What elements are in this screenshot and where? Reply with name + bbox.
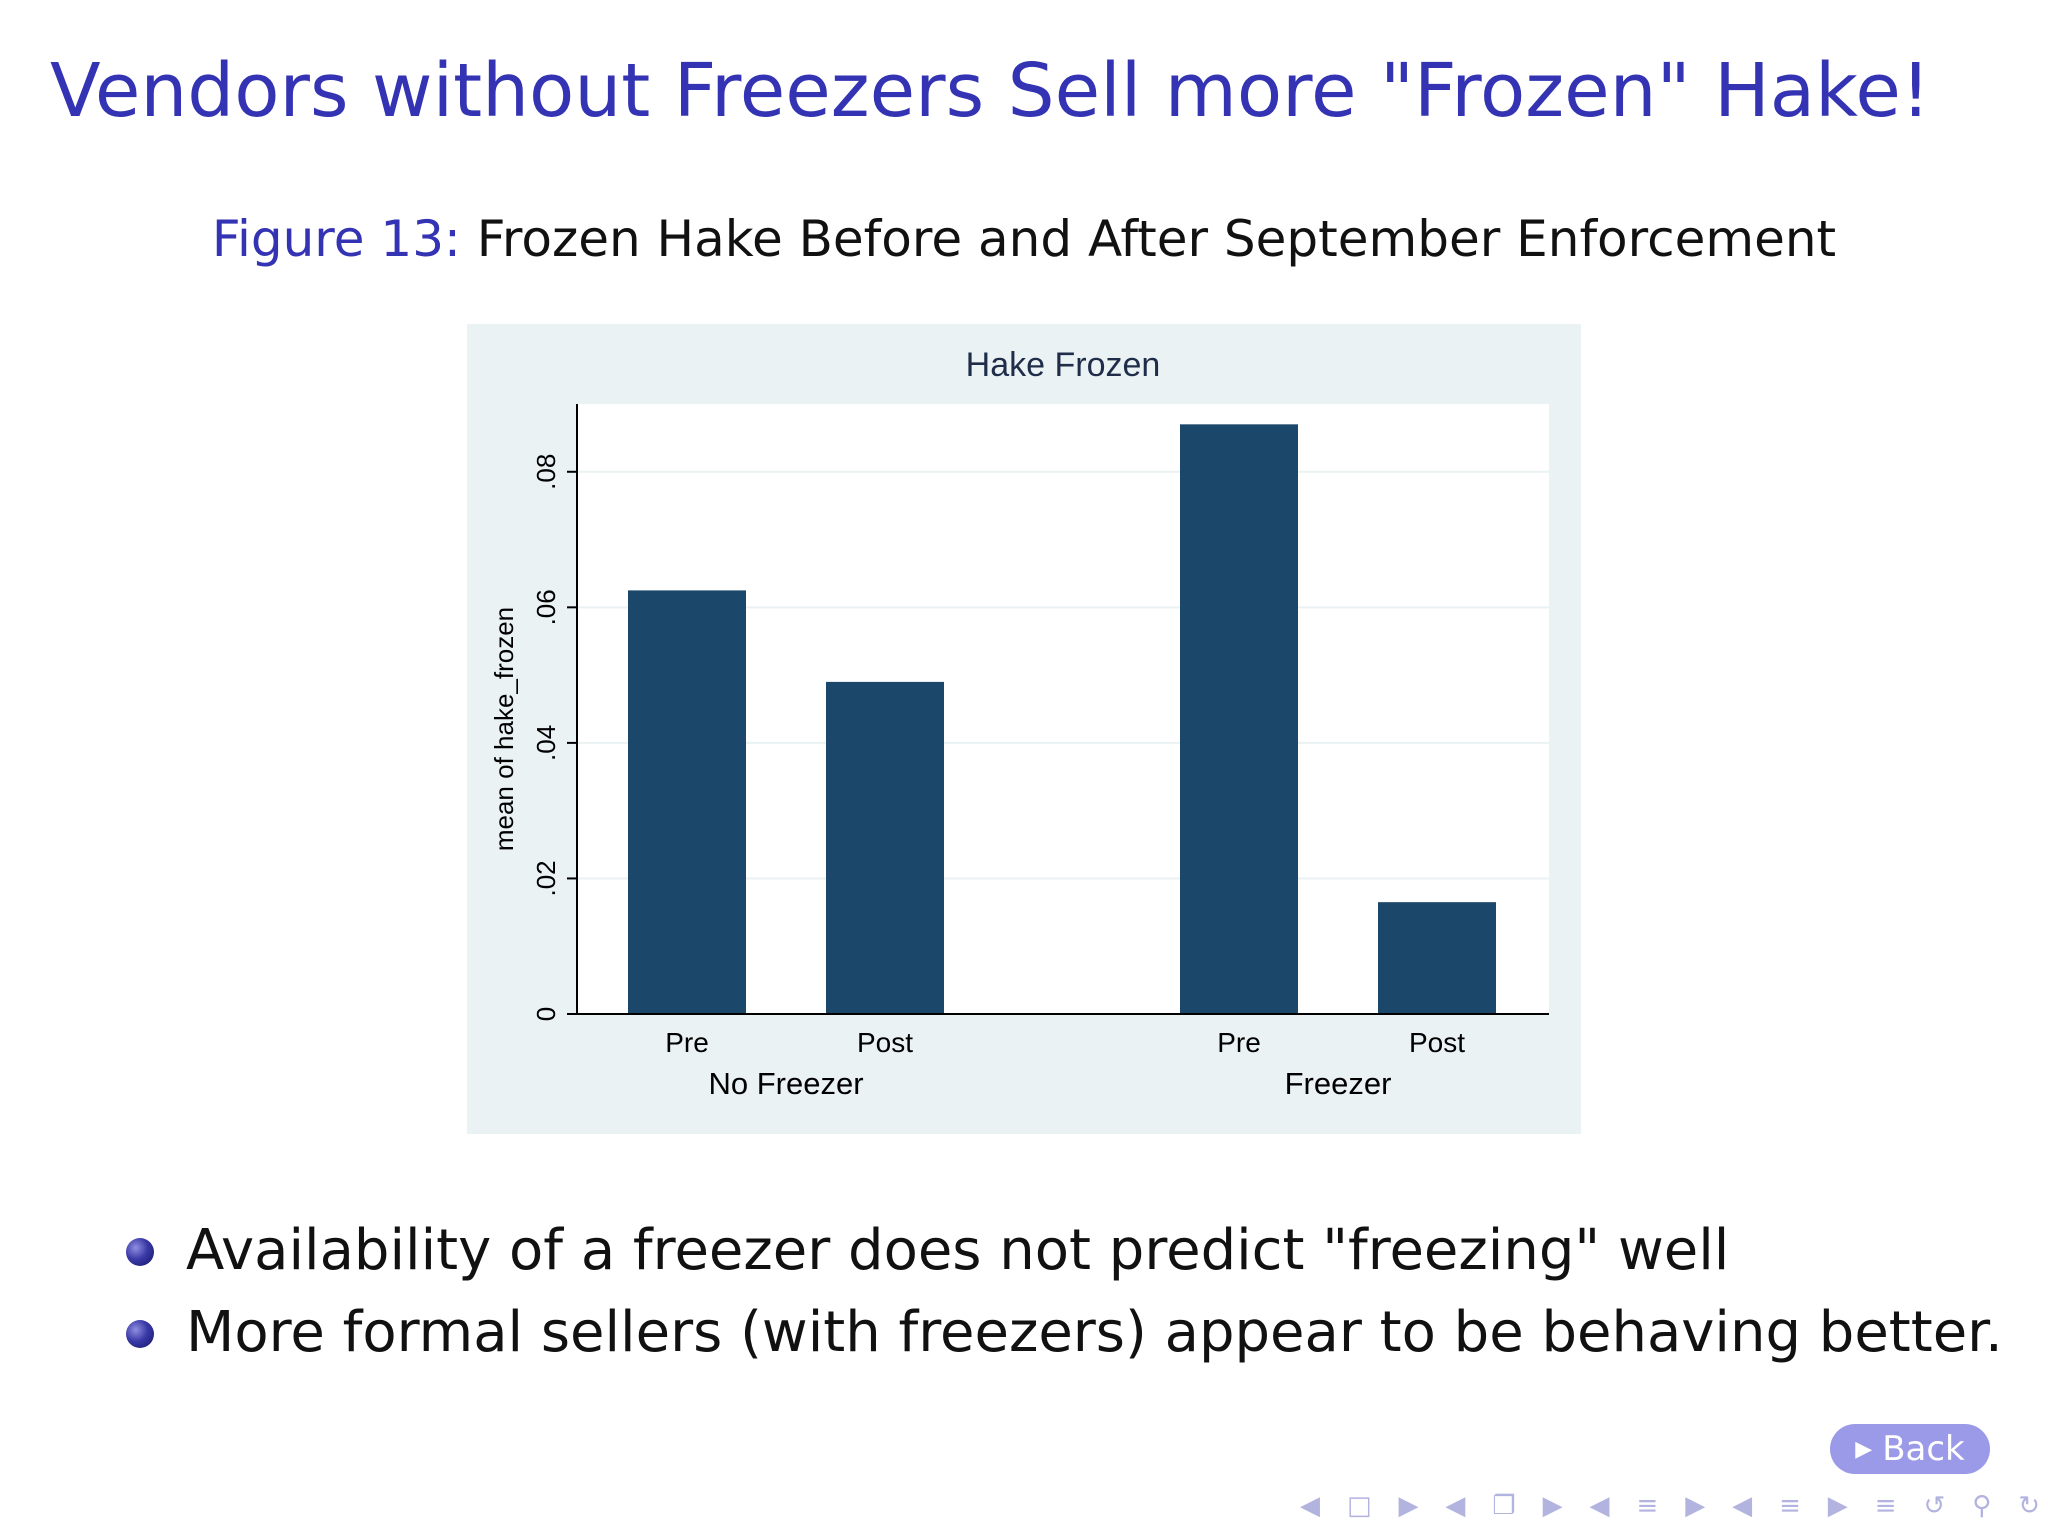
- subsection-icon[interactable]: ❐: [1492, 1491, 1516, 1521]
- y-tick-label: .04: [531, 725, 561, 761]
- bullet-item: Availability of a freezer does not predi…: [120, 1210, 2000, 1292]
- undo-icon[interactable]: ↺: [1923, 1491, 1946, 1521]
- y-tick-label: .08: [531, 454, 561, 490]
- bar: [628, 590, 746, 1014]
- x-tick-label: Pre: [1217, 1027, 1261, 1058]
- play-triangle-icon: ▶: [1855, 1437, 1873, 1462]
- arrow-left-icon[interactable]: ◀: [1300, 1491, 1320, 1521]
- group-label: No Freezer: [708, 1066, 863, 1101]
- arrow-left-icon[interactable]: ◀: [1445, 1491, 1466, 1521]
- x-tick-label: Pre: [665, 1027, 709, 1058]
- bar-chart: Hake Frozen 0 .02 .04 .06 .08 mean of hake_fro…: [489, 346, 1549, 1101]
- group-label: Freezer: [1285, 1066, 1392, 1101]
- x-tick-label: Post: [1409, 1027, 1465, 1058]
- y-tick-label: 0: [531, 1007, 561, 1021]
- arrow-right-icon[interactable]: ▶: [1827, 1491, 1848, 1521]
- figure-caption: Figure 13: Frozen Hake Before and After …: [0, 210, 2048, 268]
- bar: [1378, 902, 1496, 1014]
- frame-icon[interactable]: □: [1346, 1491, 1372, 1521]
- bullet-text: More formal sellers (with freezers) appe…: [186, 1300, 2003, 1365]
- arrow-right-icon[interactable]: ▶: [1542, 1491, 1563, 1521]
- arrow-left-icon[interactable]: ◀: [1589, 1491, 1610, 1521]
- redo-icon[interactable]: ↻: [2018, 1491, 2040, 1521]
- bullet-dot-icon: [126, 1320, 154, 1348]
- bullet-list: Availability of a freezer does not predi…: [120, 1210, 2003, 1374]
- search-icon[interactable]: ⚲: [1972, 1491, 1992, 1521]
- y-tick-label: .06: [531, 589, 561, 625]
- y-tick-label: .02: [531, 860, 561, 896]
- x-tick-label: Post: [857, 1027, 913, 1058]
- bar: [826, 681, 944, 1014]
- arrow-left-icon[interactable]: ◀: [1732, 1491, 1753, 1521]
- slide-title: Vendors without Freezers Sell more "Froz…: [50, 48, 1931, 134]
- bullet-dot-icon: [126, 1238, 154, 1266]
- bullet-text: Availability of a freezer does not predi…: [186, 1218, 1730, 1283]
- back-button[interactable]: ▶ Back: [1830, 1424, 1990, 1474]
- section-icon[interactable]: ≡: [1636, 1491, 1659, 1521]
- figure-label: Figure 13:: [211, 210, 461, 268]
- align-icon[interactable]: ≡: [1874, 1491, 1897, 1521]
- chart-title: Hake Frozen: [966, 346, 1161, 384]
- figure-caption-text: Frozen Hake Before and After September E…: [476, 210, 1837, 268]
- chart-panel: Hake Frozen 0 .02 .04 .06 .08 mean of hake_fro…: [467, 324, 1581, 1134]
- arrow-right-icon[interactable]: ▶: [1685, 1491, 1706, 1521]
- bullet-item: More formal sellers (with freezers) appe…: [120, 1292, 2003, 1374]
- arrow-right-icon[interactable]: ▶: [1398, 1491, 1419, 1521]
- y-axis-label: mean of hake_frozen: [489, 607, 519, 851]
- back-button-label: Back: [1882, 1429, 1965, 1469]
- bar: [1180, 424, 1298, 1014]
- beamer-navigation-bar: ◀ □ ▶ ◀ ❐ ▶ ◀ ≡ ▶ ◀ ≡ ▶ ≡ ↺ ⚲ ↻: [1300, 1488, 2040, 1524]
- section-icon[interactable]: ≡: [1779, 1491, 1801, 1521]
